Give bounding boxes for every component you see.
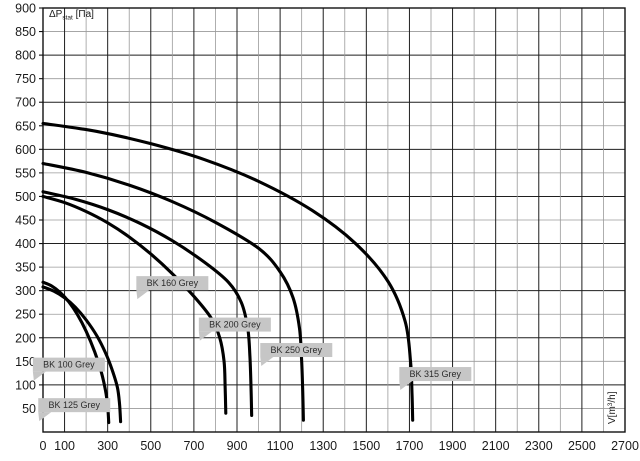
curve-label-box: [32, 357, 105, 372]
curve-label-bk-250-grey: BK 250 Grey: [260, 343, 333, 367]
y-axis-tick-label: 900: [15, 2, 36, 16]
x-axis-tick-label: 1100: [267, 439, 294, 453]
fan-curve: [41, 161, 305, 422]
y-axis-tick-label: 750: [15, 72, 36, 86]
x-axis-tick-label: 900: [227, 439, 248, 453]
curve-label-tail: [38, 412, 52, 422]
x-axis-tick-label: 1500: [352, 439, 380, 453]
curve-label-box: [399, 367, 472, 382]
curve-label-tail: [198, 331, 212, 341]
curve-label-box: [198, 317, 271, 332]
x-axis-tick-label: 2100: [482, 439, 510, 453]
y-axis-tick-label: 600: [15, 143, 36, 157]
curve-label-tail: [136, 290, 150, 300]
curve-label-tail: [32, 371, 46, 381]
x-axis-tick-label: 300: [97, 439, 118, 453]
y-axis-tick-label: 500: [15, 190, 36, 204]
fan-curve: [41, 121, 415, 422]
y-axis-tick-label: 550: [15, 166, 36, 180]
fan-curve: [41, 190, 254, 418]
curve-label-tail: [260, 357, 274, 367]
x-axis-tick-label: 2300: [525, 439, 553, 453]
curve-label-box: [136, 276, 209, 291]
y-axis-tick-label: 150: [15, 355, 36, 369]
curve-label-text: BK 160 Grey: [147, 278, 199, 288]
curve-label-text: BK 100 Grey: [43, 360, 95, 370]
x-axis-title: V[m3/h]: [607, 391, 618, 424]
x-axis-tick-label: 0: [40, 439, 47, 453]
x-axis-tick-label: 2500: [568, 439, 596, 453]
curve-label-bk-100-grey: BK 100 Grey: [32, 357, 105, 381]
curve-label-bk-315-grey: BK 315 Grey: [399, 367, 472, 391]
fan-curve: [41, 285, 123, 424]
curve-label-bk-125-grey: BK 125 Grey: [38, 398, 111, 422]
y-axis-tick-label: 800: [15, 49, 36, 63]
fan-curve: [41, 194, 228, 415]
curve-label-box: [38, 398, 111, 413]
curve-label-text: BK 250 Grey: [271, 345, 323, 355]
x-axis-tick-label: 700: [183, 439, 204, 453]
x-axis-tick-label: 1300: [309, 439, 337, 453]
curve-label-bk-200-grey: BK 200 Grey: [198, 317, 271, 341]
y-axis-tick-label: 100: [15, 378, 36, 392]
curve-label-text: BK 315 Grey: [410, 369, 462, 379]
curve-label-bk-160-grey: BK 160 Grey: [136, 276, 209, 300]
y-axis-tick-label: 250: [15, 308, 36, 322]
x-axis-tick-label: 1700: [396, 439, 424, 453]
curve-label-text: BK 200 Grey: [209, 319, 261, 329]
y-axis-tick-label: 200: [15, 331, 36, 345]
curve-label-tail: [399, 381, 413, 391]
y-axis-title: ΔPstat [Пa]: [49, 9, 94, 22]
x-axis-tick-label: 2700: [611, 439, 639, 453]
y-axis-tick-label: 700: [15, 96, 36, 110]
y-axis-tick-label: 50: [22, 402, 36, 416]
fan-curve: [41, 280, 111, 425]
y-axis-tick-label: 350: [15, 261, 36, 275]
y-axis-tick-label: 300: [15, 284, 36, 298]
y-axis-tick-label: 400: [15, 237, 36, 251]
x-axis-tick-label: 100: [54, 439, 75, 453]
y-axis-tick-label: 850: [15, 25, 36, 39]
curve-label-box: [260, 343, 333, 358]
x-axis-tick-label: 1900: [439, 439, 467, 453]
y-axis-tick-label: 450: [15, 214, 36, 228]
x-axis-tick-label: 500: [140, 439, 161, 453]
y-axis-tick-label: 650: [15, 119, 36, 133]
curve-label-text: BK 125 Grey: [48, 400, 100, 410]
